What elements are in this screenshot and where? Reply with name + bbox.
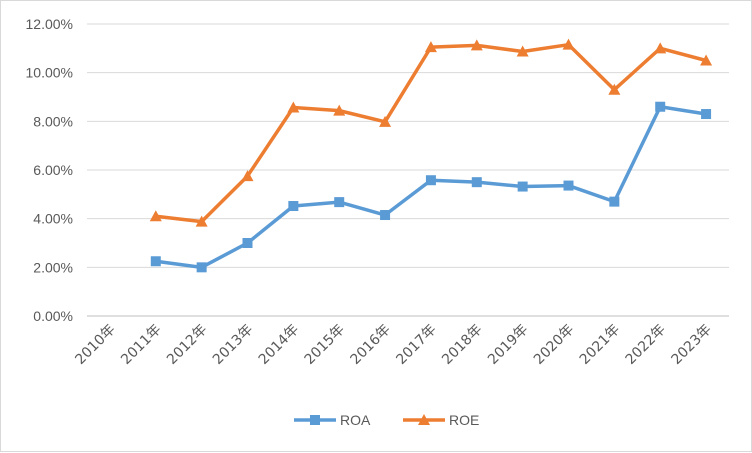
legend-label-roa: ROA [340,412,371,428]
data-point-roa [288,201,299,212]
data-point-roe [424,41,437,53]
data-point-roe [333,104,346,116]
data-point-roa [701,109,712,120]
y-tick-label: 6.00% [33,162,73,178]
x-tick-label: 2012年 [164,322,210,368]
x-tick-label: 2020年 [531,322,577,368]
x-tick-label: 2018年 [439,322,485,368]
data-point-roa [563,180,574,191]
data-point-roa [655,101,666,112]
y-tick-label: 12.00% [26,16,73,32]
y-tick-label: 4.00% [33,211,73,227]
y-tick-label: 8.00% [33,113,73,129]
x-axis-ticks: 2010年 2011年 2012年 2013年 2014年 2015年 2016年 2017年… [72,322,715,368]
data-point-roa [380,210,391,221]
legend-label-roe: ROE [449,412,479,428]
data-point-roe [149,210,162,222]
x-tick-label: 2022年 [623,322,669,368]
gridlines [87,23,729,317]
data-point-roe [470,39,483,51]
legend-marker-roe [418,414,430,425]
x-tick-label: 2021年 [577,322,623,368]
x-tick-label: 2023年 [668,322,714,368]
data-point-roe [379,115,392,127]
data-point-roa [517,181,528,192]
x-tick-label: 2016年 [347,322,393,368]
data-point-roe [241,170,254,182]
y-tick-label: 2.00% [33,259,73,275]
series-lines [149,38,713,273]
data-point-roe [562,38,575,50]
data-point-roe [608,83,621,95]
x-tick-label: 2019年 [485,322,531,368]
data-point-roa [196,262,207,273]
data-point-roe [195,215,208,227]
x-tick-label: 2017年 [393,322,439,368]
series-line-roe [155,42,707,224]
y-tick-label: 0.00% [33,308,73,324]
x-tick-label: 2010年 [72,322,118,368]
legend: ROA ROE [294,412,479,428]
x-tick-label: 2015年 [302,322,348,368]
y-tick-label: 10.00% [26,65,73,81]
data-point-roa [471,177,482,188]
legend-marker-roa [310,415,320,425]
y-axis-ticks: 0.00% 2.00% 4.00% 6.00% 8.00% 10.00% 12.00% [26,16,73,324]
x-tick-label: 2011年 [118,322,164,368]
x-tick-label: 2014年 [256,322,302,368]
data-point-roe [654,42,667,54]
data-point-roe [516,45,529,57]
data-point-roe [287,101,300,113]
data-point-roa [242,238,253,248]
data-point-roe [700,54,713,66]
data-point-roa [609,196,620,207]
data-point-roa [425,175,436,186]
x-tick-label: 2013年 [210,322,256,368]
data-point-roa [334,197,345,208]
data-point-roa [150,256,161,267]
